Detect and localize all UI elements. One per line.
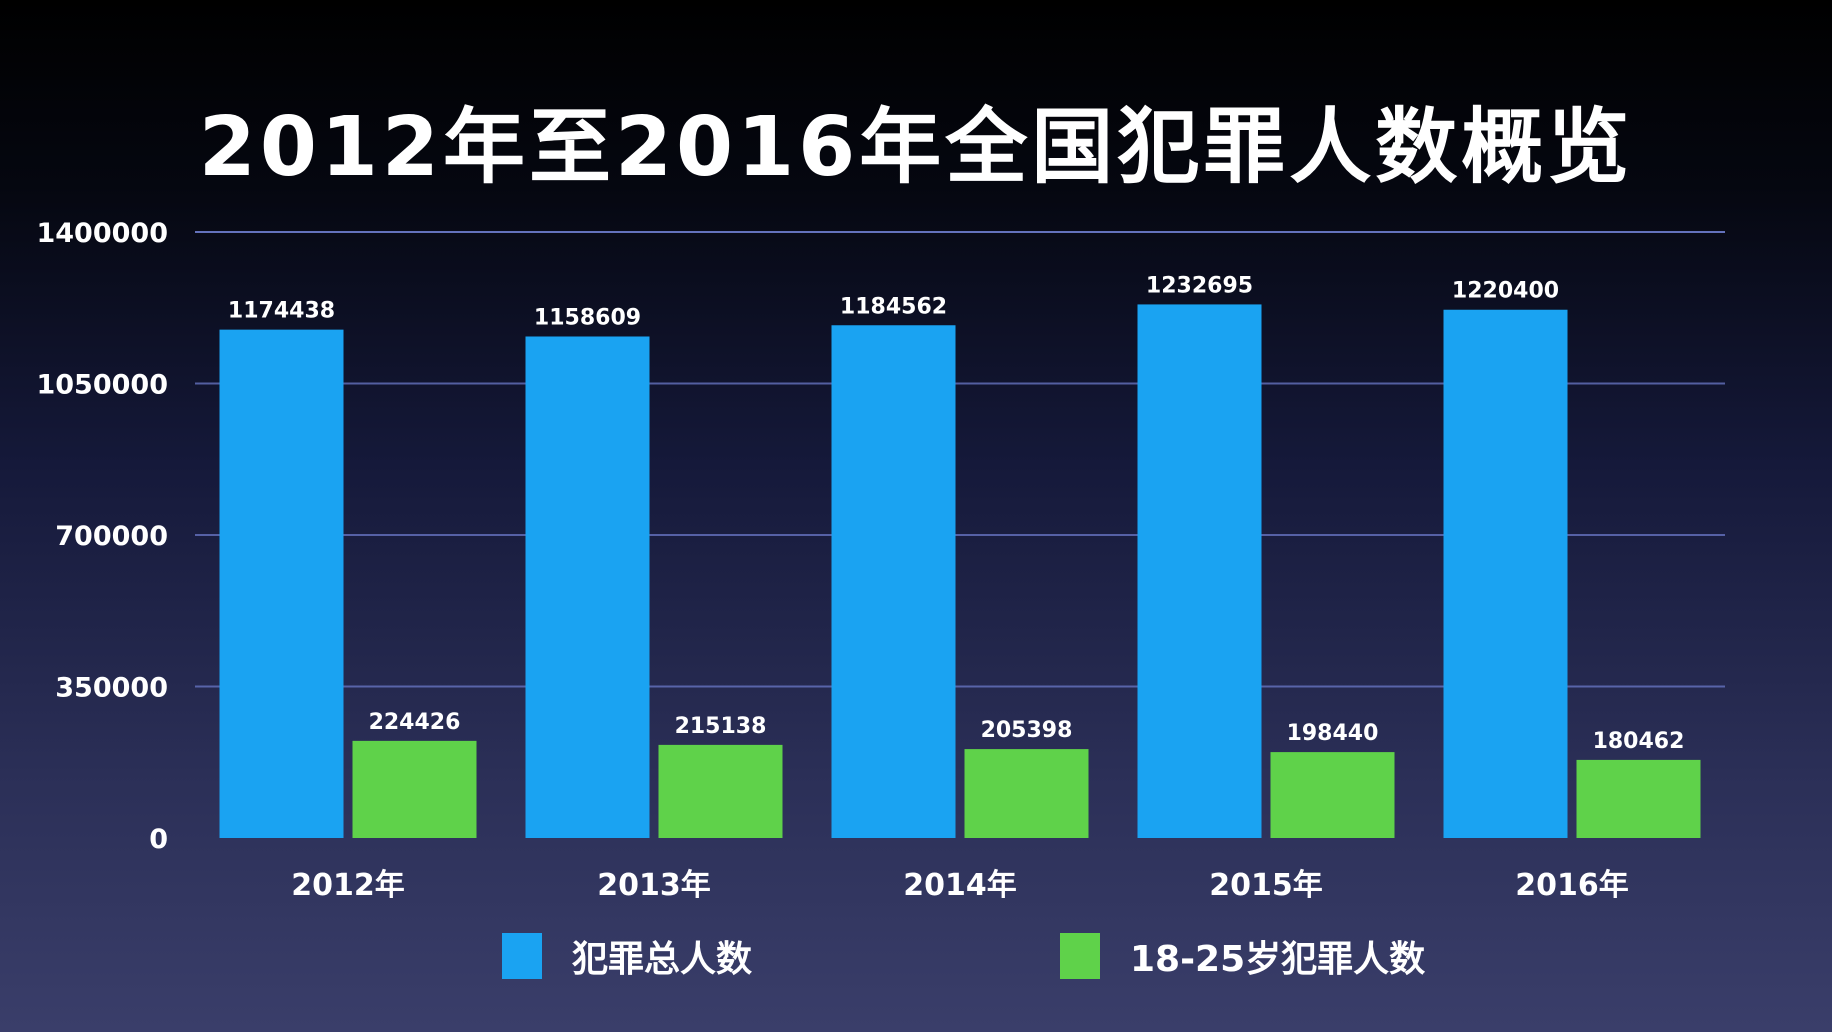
bar-total [525, 336, 650, 838]
data-label: 180462 [1593, 729, 1685, 754]
y-tick-label: 0 [149, 824, 168, 855]
bar-youth [1270, 752, 1395, 838]
data-label: 1232695 [1146, 273, 1253, 298]
data-label: 198440 [1287, 721, 1379, 746]
bar-total [1443, 309, 1568, 838]
legend-swatch-youth [1060, 933, 1100, 979]
bar-total [831, 325, 956, 838]
legend-swatch-total [502, 933, 542, 979]
bar-youth [658, 744, 783, 838]
legend-label-youth: 18-25岁犯罪人数 [1130, 939, 1426, 980]
data-label: 205398 [981, 718, 1073, 743]
chart-title: 2012年至2016年全国犯罪人数概览 [198, 100, 1634, 195]
data-label: 215138 [675, 714, 767, 739]
legend-item-total: 犯罪总人数 [502, 930, 752, 982]
data-label: 1174438 [228, 299, 335, 324]
x-tick-label: 2015年 [1209, 868, 1323, 903]
legend: 犯罪总人数 18-25岁犯罪人数 [0, 930, 1832, 990]
y-tick-label: 1400000 [36, 218, 168, 249]
x-tick-label: 2014年 [903, 868, 1017, 903]
data-label: 1184562 [840, 294, 947, 319]
bar-youth [1576, 759, 1701, 838]
data-label: 224426 [369, 710, 461, 735]
data-label: 1220400 [1452, 279, 1559, 304]
x-tick-label: 2016年 [1515, 868, 1629, 903]
legend-label-total: 犯罪总人数 [572, 939, 753, 980]
y-tick-label: 1050000 [36, 370, 168, 401]
x-tick-label: 2012年 [291, 868, 405, 903]
bar-youth [964, 749, 1089, 838]
bar-youth [352, 740, 477, 838]
data-label: 1158609 [534, 305, 641, 330]
y-tick-label: 700000 [55, 521, 168, 552]
bar-total [1137, 304, 1262, 838]
y-tick-label: 350000 [55, 673, 168, 704]
x-tick-label: 2013年 [597, 868, 711, 903]
legend-item-youth: 18-25岁犯罪人数 [1060, 930, 1425, 982]
bar-total [219, 329, 344, 838]
